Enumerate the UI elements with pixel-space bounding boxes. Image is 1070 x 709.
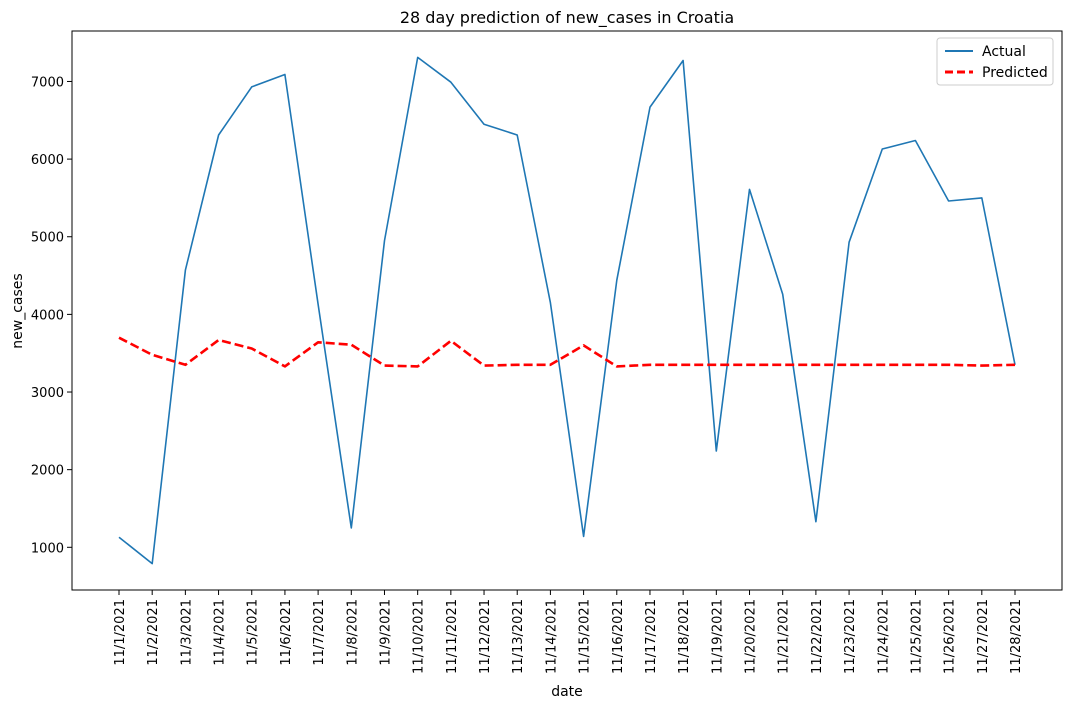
y-tick-label: 2000 — [31, 464, 64, 479]
x-tick-label: 11/17/2021 — [644, 599, 659, 674]
x-tick-label: 11/6/2021 — [279, 599, 294, 666]
legend-label-predicted: Predicted — [982, 65, 1048, 81]
x-tick-label: 11/20/2021 — [744, 599, 759, 674]
y-tick-label: 3000 — [31, 386, 64, 401]
x-tick-label: 11/4/2021 — [213, 599, 228, 666]
x-tick-label: 11/11/2021 — [445, 599, 460, 674]
x-tick-label: 11/18/2021 — [677, 599, 692, 674]
y-tick-label: 4000 — [31, 308, 64, 323]
chart-title: 28 day prediction of new_cases in Croati… — [400, 8, 734, 28]
x-tick-label: 11/12/2021 — [478, 599, 493, 674]
series-line-actual — [118, 56, 1016, 565]
legend: Actual Predicted — [936, 37, 1054, 86]
x-tick-label: 11/2/2021 — [146, 599, 161, 666]
x-tick-label: 11/13/2021 — [511, 599, 526, 674]
y-axis-label: new_cases — [10, 273, 26, 348]
x-tick-label: 11/25/2021 — [909, 599, 924, 674]
x-tick-label: 11/16/2021 — [611, 599, 626, 674]
x-tick-label: 11/26/2021 — [943, 599, 958, 674]
legend-box — [936, 37, 1054, 86]
x-tick-label: 11/24/2021 — [876, 599, 891, 674]
x-tick-label: 11/28/2021 — [1009, 599, 1024, 674]
series-layer — [118, 56, 1016, 565]
y-axis: 1000 2000 3000 4000 5000 6000 7000 — [31, 75, 72, 556]
series-line-predicted — [118, 336, 1016, 368]
x-tick-label: 11/23/2021 — [843, 599, 858, 674]
x-tick-label: 11/21/2021 — [777, 599, 792, 674]
x-tick-label: 11/7/2021 — [312, 599, 327, 666]
x-tick-label: 11/9/2021 — [378, 599, 393, 666]
x-tick-label: 11/10/2021 — [412, 599, 427, 674]
x-tick-label: 11/1/2021 — [113, 599, 128, 666]
x-tick-label: 11/14/2021 — [544, 599, 559, 674]
x-tick-label: 11/22/2021 — [810, 599, 825, 674]
x-axis-label: date — [551, 684, 583, 700]
x-tick-label: 11/15/2021 — [578, 599, 593, 674]
x-axis: 11/1/2021 11/2/2021 11/3/2021 11/4/2021 11/5… — [113, 590, 1024, 674]
legend-label-actual: Actual — [982, 44, 1026, 60]
y-tick-label: 1000 — [31, 541, 64, 556]
y-tick-label: 7000 — [31, 75, 64, 90]
x-tick-label: 11/27/2021 — [976, 599, 991, 674]
x-tick-label: 11/5/2021 — [246, 599, 261, 666]
y-tick-label: 5000 — [31, 231, 64, 246]
y-tick-label: 6000 — [31, 153, 64, 168]
x-tick-label: 11/8/2021 — [345, 599, 360, 666]
x-tick-label: 11/3/2021 — [179, 599, 194, 666]
x-tick-label: 11/19/2021 — [710, 599, 725, 674]
plot-frame — [71, 30, 1063, 591]
